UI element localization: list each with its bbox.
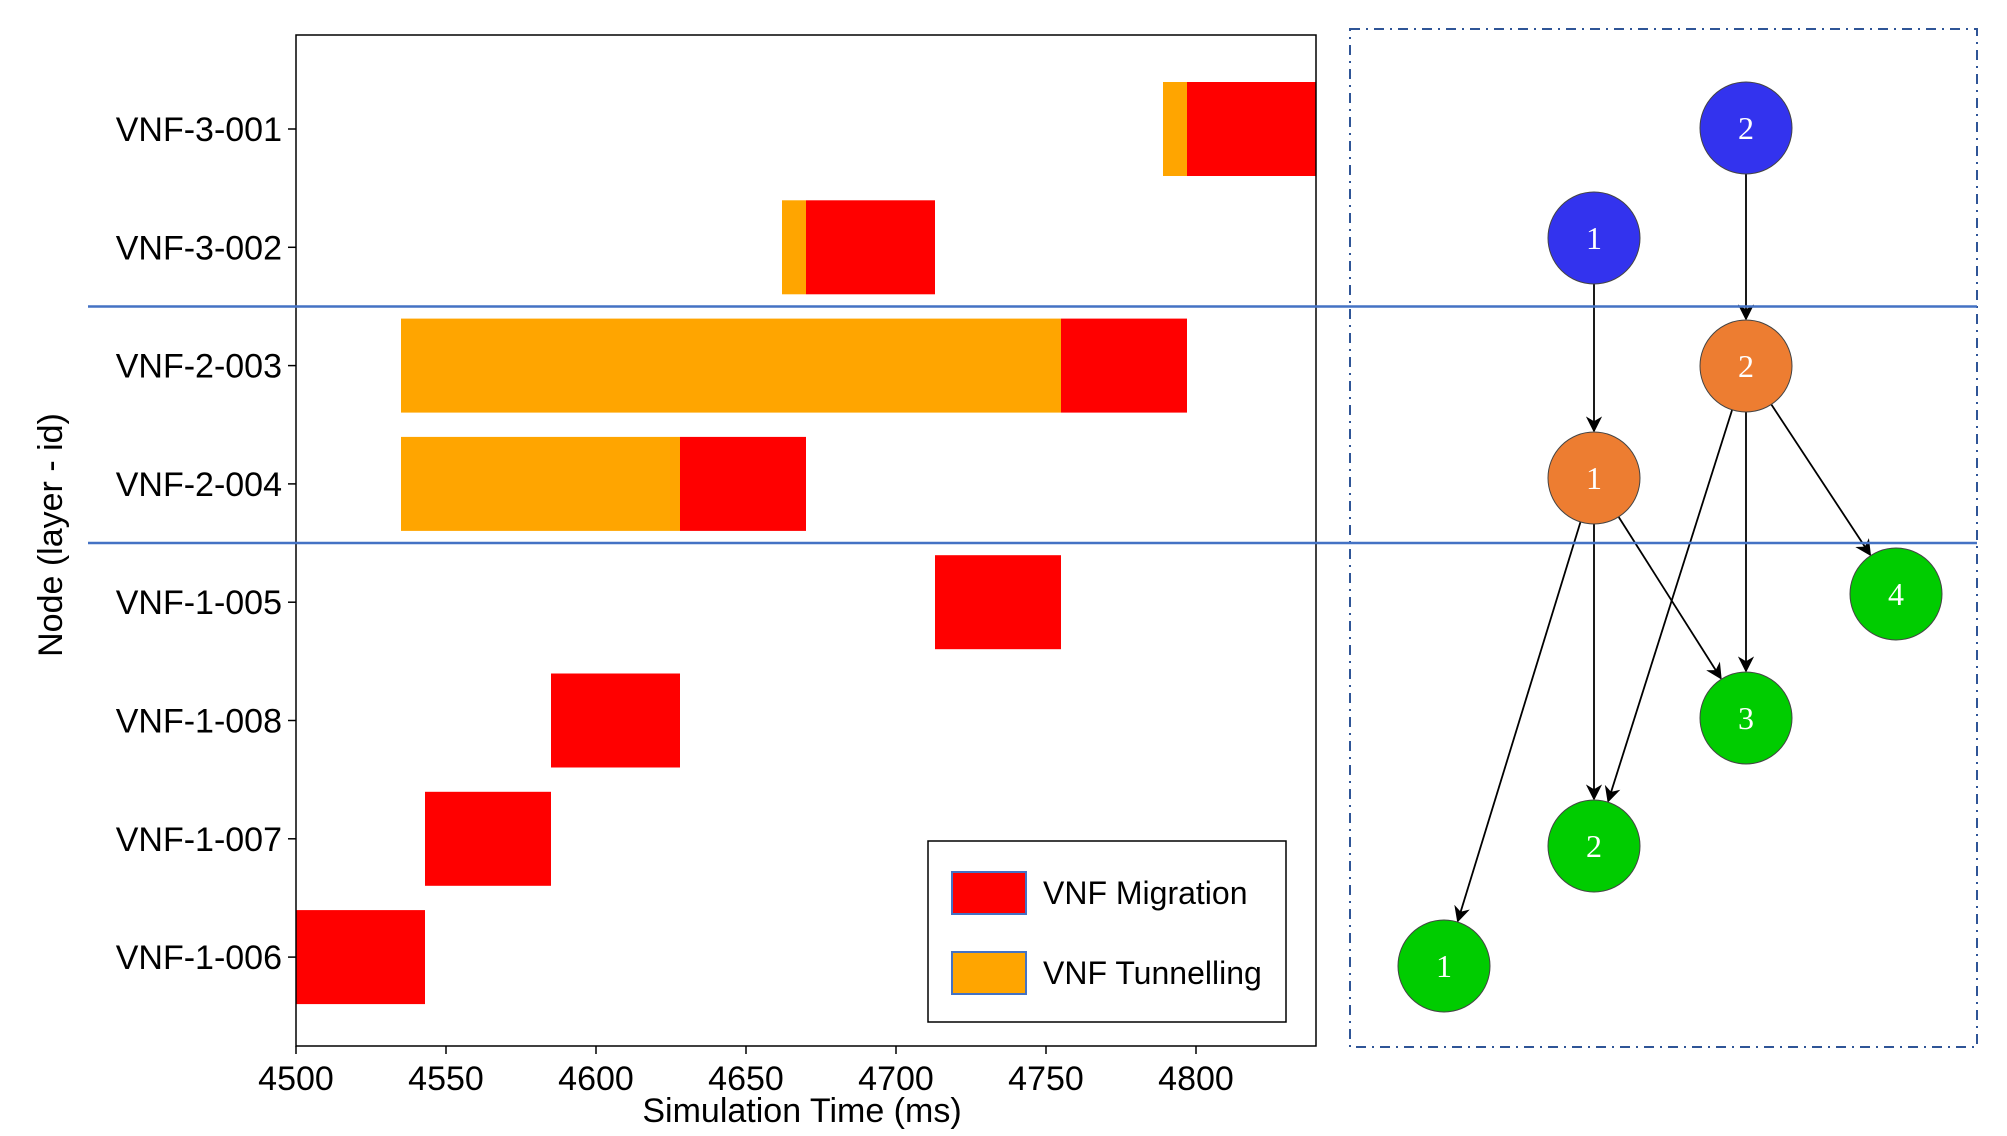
legend-swatch-tunnelling (951, 951, 1027, 995)
tunnelling-bar-vnf-3-002 (782, 200, 806, 295)
migration-bar-vnf-1-005 (935, 555, 1061, 650)
y-axis-label: Node (layer - id) (32, 413, 70, 657)
x-tick-label: 4600 (558, 1060, 634, 1098)
graph-node-layer1-1 (1397, 919, 1491, 1013)
layer-separators (88, 305, 1977, 545)
graph-edge-l2-2-to-l1-2 (1604, 409, 1733, 803)
y-tick-label: VNF-3-002 (116, 229, 282, 267)
graph-node-layer1-3 (1699, 671, 1793, 765)
migration-bar-vnf-1-006 (296, 910, 425, 1005)
graph-node-layer3-1 (1547, 191, 1641, 285)
graph-node-layer1-2 (1547, 799, 1641, 893)
graph-edge-l2-1-to-l1-1 (1454, 521, 1582, 923)
x-tick-label: 4650 (708, 1060, 784, 1098)
tunnelling-bar-vnf-3-001 (1163, 82, 1187, 176)
graph-node-label: 1 (1586, 220, 1602, 256)
y-tick-label: VNF-3-001 (116, 111, 282, 149)
y-tick-label: VNF-1-006 (116, 939, 282, 977)
tunnelling-bar-vnf-2-004 (401, 436, 680, 531)
graph-node-label: 1 (1586, 460, 1602, 496)
x-tick-label: 4550 (408, 1060, 484, 1098)
x-axis-label: Simulation Time (ms) (642, 1092, 961, 1130)
graph-node-label: 2 (1586, 828, 1602, 864)
y-tick-label: VNF-2-003 (116, 348, 282, 386)
migration-bar-vnf-2-003 (1061, 318, 1187, 413)
migration-bar-vnf-1-008 (551, 673, 680, 768)
migration-bar-vnf-3-002 (806, 200, 935, 295)
graph-edge-l2-1-to-l1-3 (1617, 516, 1722, 680)
y-tick-label: VNF-1-007 (116, 821, 282, 859)
x-tick-label: 4800 (1158, 1060, 1234, 1098)
x-tick-label: 4700 (858, 1060, 934, 1098)
graph-node-label: 4 (1888, 576, 1904, 612)
x-tick-labels: 4500 4550 4600 4650 4700 4750 4800 (258, 1046, 1234, 1098)
gantt-chart: VNF-3-001 VNF-3-002 VNF-2-003 VNF-2-004 VNF-… (32, 34, 1317, 1130)
y-tick-labels: VNF-3-001 VNF-3-002 VNF-2-003 VNF-2-004 VNF-… (116, 111, 296, 977)
graph-edge-l2-2-to-l1-4 (1770, 403, 1872, 557)
legend-swatch-migration (951, 871, 1027, 915)
graph-nodes: 1 2 1 2 1 2 3 4 (1397, 81, 1943, 1013)
migration-bar-vnf-3-001 (1187, 82, 1316, 176)
axes-frame (295, 34, 1317, 1047)
migration-bar-vnf-1-007 (425, 791, 551, 886)
tunnelling-bar-vnf-2-003 (401, 318, 1061, 413)
legend-label-tunnelling: VNF Tunnelling (1043, 955, 1262, 991)
graph-frame (1349, 28, 1978, 1048)
graph-node-label: 2 (1738, 348, 1754, 384)
y-tick-label: VNF-1-008 (116, 703, 282, 741)
topology-graph: 1 2 1 2 1 2 3 4 (1349, 28, 1978, 1048)
graph-edges (1454, 174, 1872, 923)
migration-bar-vnf-2-004 (680, 436, 806, 531)
y-tick-label: VNF-1-005 (116, 584, 282, 622)
graph-node-layer2-2 (1699, 319, 1793, 413)
legend: VNF Migration VNF Tunnelling (927, 840, 1287, 1023)
graph-node-layer1-4 (1849, 547, 1943, 641)
graph-node-label: 1 (1436, 948, 1452, 984)
bars-layer (296, 82, 1316, 1005)
graph-node-layer3-2 (1699, 81, 1793, 175)
graph-node-label: 2 (1738, 110, 1754, 146)
legend-label-migration: VNF Migration (1043, 875, 1248, 911)
graph-node-label: 3 (1738, 700, 1754, 736)
x-tick-label: 4750 (1008, 1060, 1084, 1098)
x-tick-label: 4500 (258, 1060, 334, 1098)
y-tick-label: VNF-2-004 (116, 466, 282, 504)
graph-node-layer2-1 (1547, 431, 1641, 525)
